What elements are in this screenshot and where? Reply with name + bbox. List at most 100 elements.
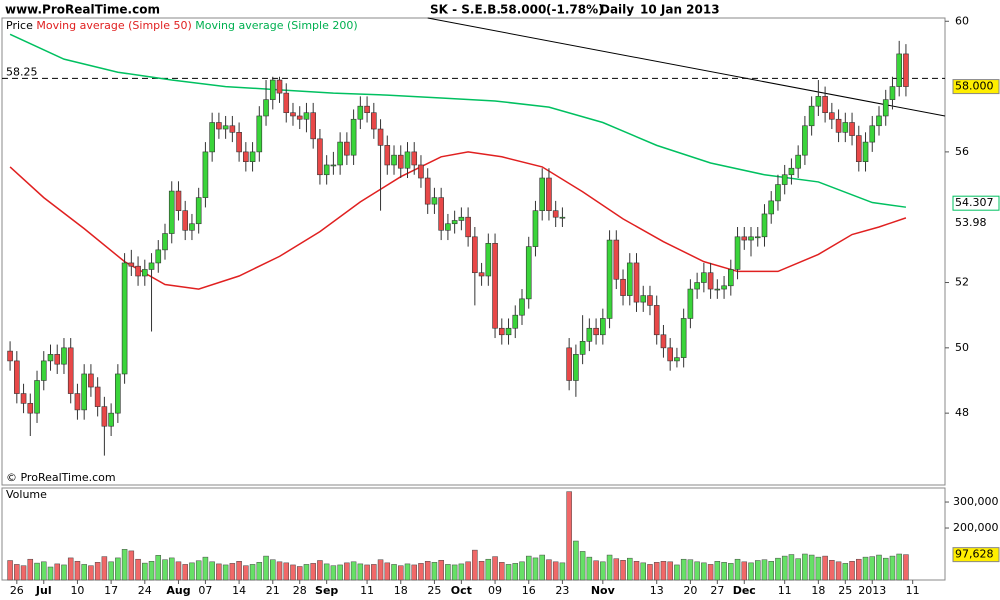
candle-body xyxy=(613,239,620,280)
candle-body xyxy=(263,99,269,117)
volume-bar xyxy=(539,554,545,581)
volume-bar xyxy=(384,562,391,581)
volume-bar xyxy=(647,564,653,581)
candle-body xyxy=(310,112,316,140)
volume-bar xyxy=(788,554,795,581)
candle-body xyxy=(728,269,734,287)
volume-bar xyxy=(81,564,87,581)
volume-bar xyxy=(175,561,182,581)
candle-body xyxy=(485,243,492,277)
volume-bar xyxy=(653,562,660,581)
volume-bar xyxy=(424,561,431,581)
candle-body xyxy=(525,246,532,300)
candle-body xyxy=(115,373,121,414)
last-price: 58.000 xyxy=(500,3,546,17)
candle-body xyxy=(721,285,727,290)
volume-bar xyxy=(903,554,909,581)
volume-bar xyxy=(310,563,316,581)
candle-body xyxy=(276,79,283,94)
x-tick-label: 16 xyxy=(522,584,536,597)
candle-body xyxy=(128,262,135,267)
candle-body xyxy=(586,327,593,342)
volume-bar xyxy=(707,564,714,581)
x-tick-label: Sep xyxy=(315,584,338,597)
x-tick-label: 20 xyxy=(683,584,697,597)
volume-bar xyxy=(748,562,754,581)
candle-body xyxy=(229,125,236,133)
candle-body xyxy=(802,125,808,156)
candle-body xyxy=(701,272,707,283)
candle-body xyxy=(296,115,303,120)
candle-body xyxy=(754,236,761,239)
candle-body xyxy=(539,177,546,211)
candle-body xyxy=(135,265,141,277)
volume-bar xyxy=(552,561,559,581)
volume-bar xyxy=(579,551,586,581)
volume-bar xyxy=(121,549,128,581)
x-tick-label: 25 xyxy=(427,584,441,597)
candle-body xyxy=(371,112,377,130)
volume-bar xyxy=(667,561,673,581)
candle-body xyxy=(269,79,276,100)
candle-body xyxy=(829,112,835,120)
volume-bar xyxy=(620,559,626,581)
candle-body xyxy=(357,105,364,120)
candle-body xyxy=(182,210,189,231)
volume-bar xyxy=(162,559,168,581)
candle-body xyxy=(283,92,290,114)
volume-bar xyxy=(330,565,337,581)
x-tick-label: 13 xyxy=(650,584,664,597)
volume-bar xyxy=(532,557,539,581)
candle-body xyxy=(101,406,108,427)
volume-bar xyxy=(189,562,195,581)
volume-bar xyxy=(842,563,849,581)
candle-body xyxy=(323,164,330,176)
candle-body xyxy=(249,151,256,162)
trendline xyxy=(427,17,946,117)
x-tick-label: 11 xyxy=(360,584,374,597)
candle-body xyxy=(505,327,512,336)
legend-ma50: Moving average (Simple 50) xyxy=(36,19,191,32)
y-tick-label: 48 xyxy=(955,406,969,419)
candle-body xyxy=(492,243,498,329)
candle-body xyxy=(748,236,754,241)
candle-body xyxy=(202,151,209,198)
volume-bar xyxy=(377,559,384,581)
candle-body xyxy=(781,174,788,185)
candle-body xyxy=(20,393,27,404)
candle-body xyxy=(808,105,815,127)
candle-body xyxy=(148,262,155,270)
candle-body xyxy=(424,177,431,205)
volume-bar xyxy=(627,557,633,581)
volume-bar xyxy=(714,561,721,581)
volume-bar xyxy=(478,561,485,581)
candle-body xyxy=(108,412,114,427)
x-tick-label: 28 xyxy=(293,584,307,597)
volume-bar xyxy=(128,550,135,581)
candle-body xyxy=(606,239,613,319)
y-tick-label: 200,000 xyxy=(953,521,999,534)
candle-body xyxy=(303,112,310,120)
site: www.ProRealTime.com xyxy=(5,3,160,17)
volume-bar xyxy=(492,556,498,581)
volume-bar xyxy=(896,553,902,581)
last-volume-label: 97,628 xyxy=(955,548,994,561)
volume-bar xyxy=(694,561,700,581)
candle-body xyxy=(74,393,81,411)
copyright: © ProRealTime.com xyxy=(6,471,116,484)
candle-body xyxy=(640,295,647,303)
candle-body xyxy=(674,357,680,362)
ma-label-box xyxy=(953,215,999,230)
volume-bar xyxy=(357,563,364,581)
x-tick-label: 18 xyxy=(394,584,408,597)
candle-body xyxy=(647,295,653,306)
volume-bar xyxy=(344,562,350,581)
volume-bar xyxy=(290,564,296,581)
volume-bar xyxy=(20,565,27,581)
volume-bar xyxy=(808,554,815,581)
volume-bar xyxy=(781,555,788,581)
x-tick-label: 27 xyxy=(710,584,724,597)
candle-body xyxy=(317,138,323,176)
